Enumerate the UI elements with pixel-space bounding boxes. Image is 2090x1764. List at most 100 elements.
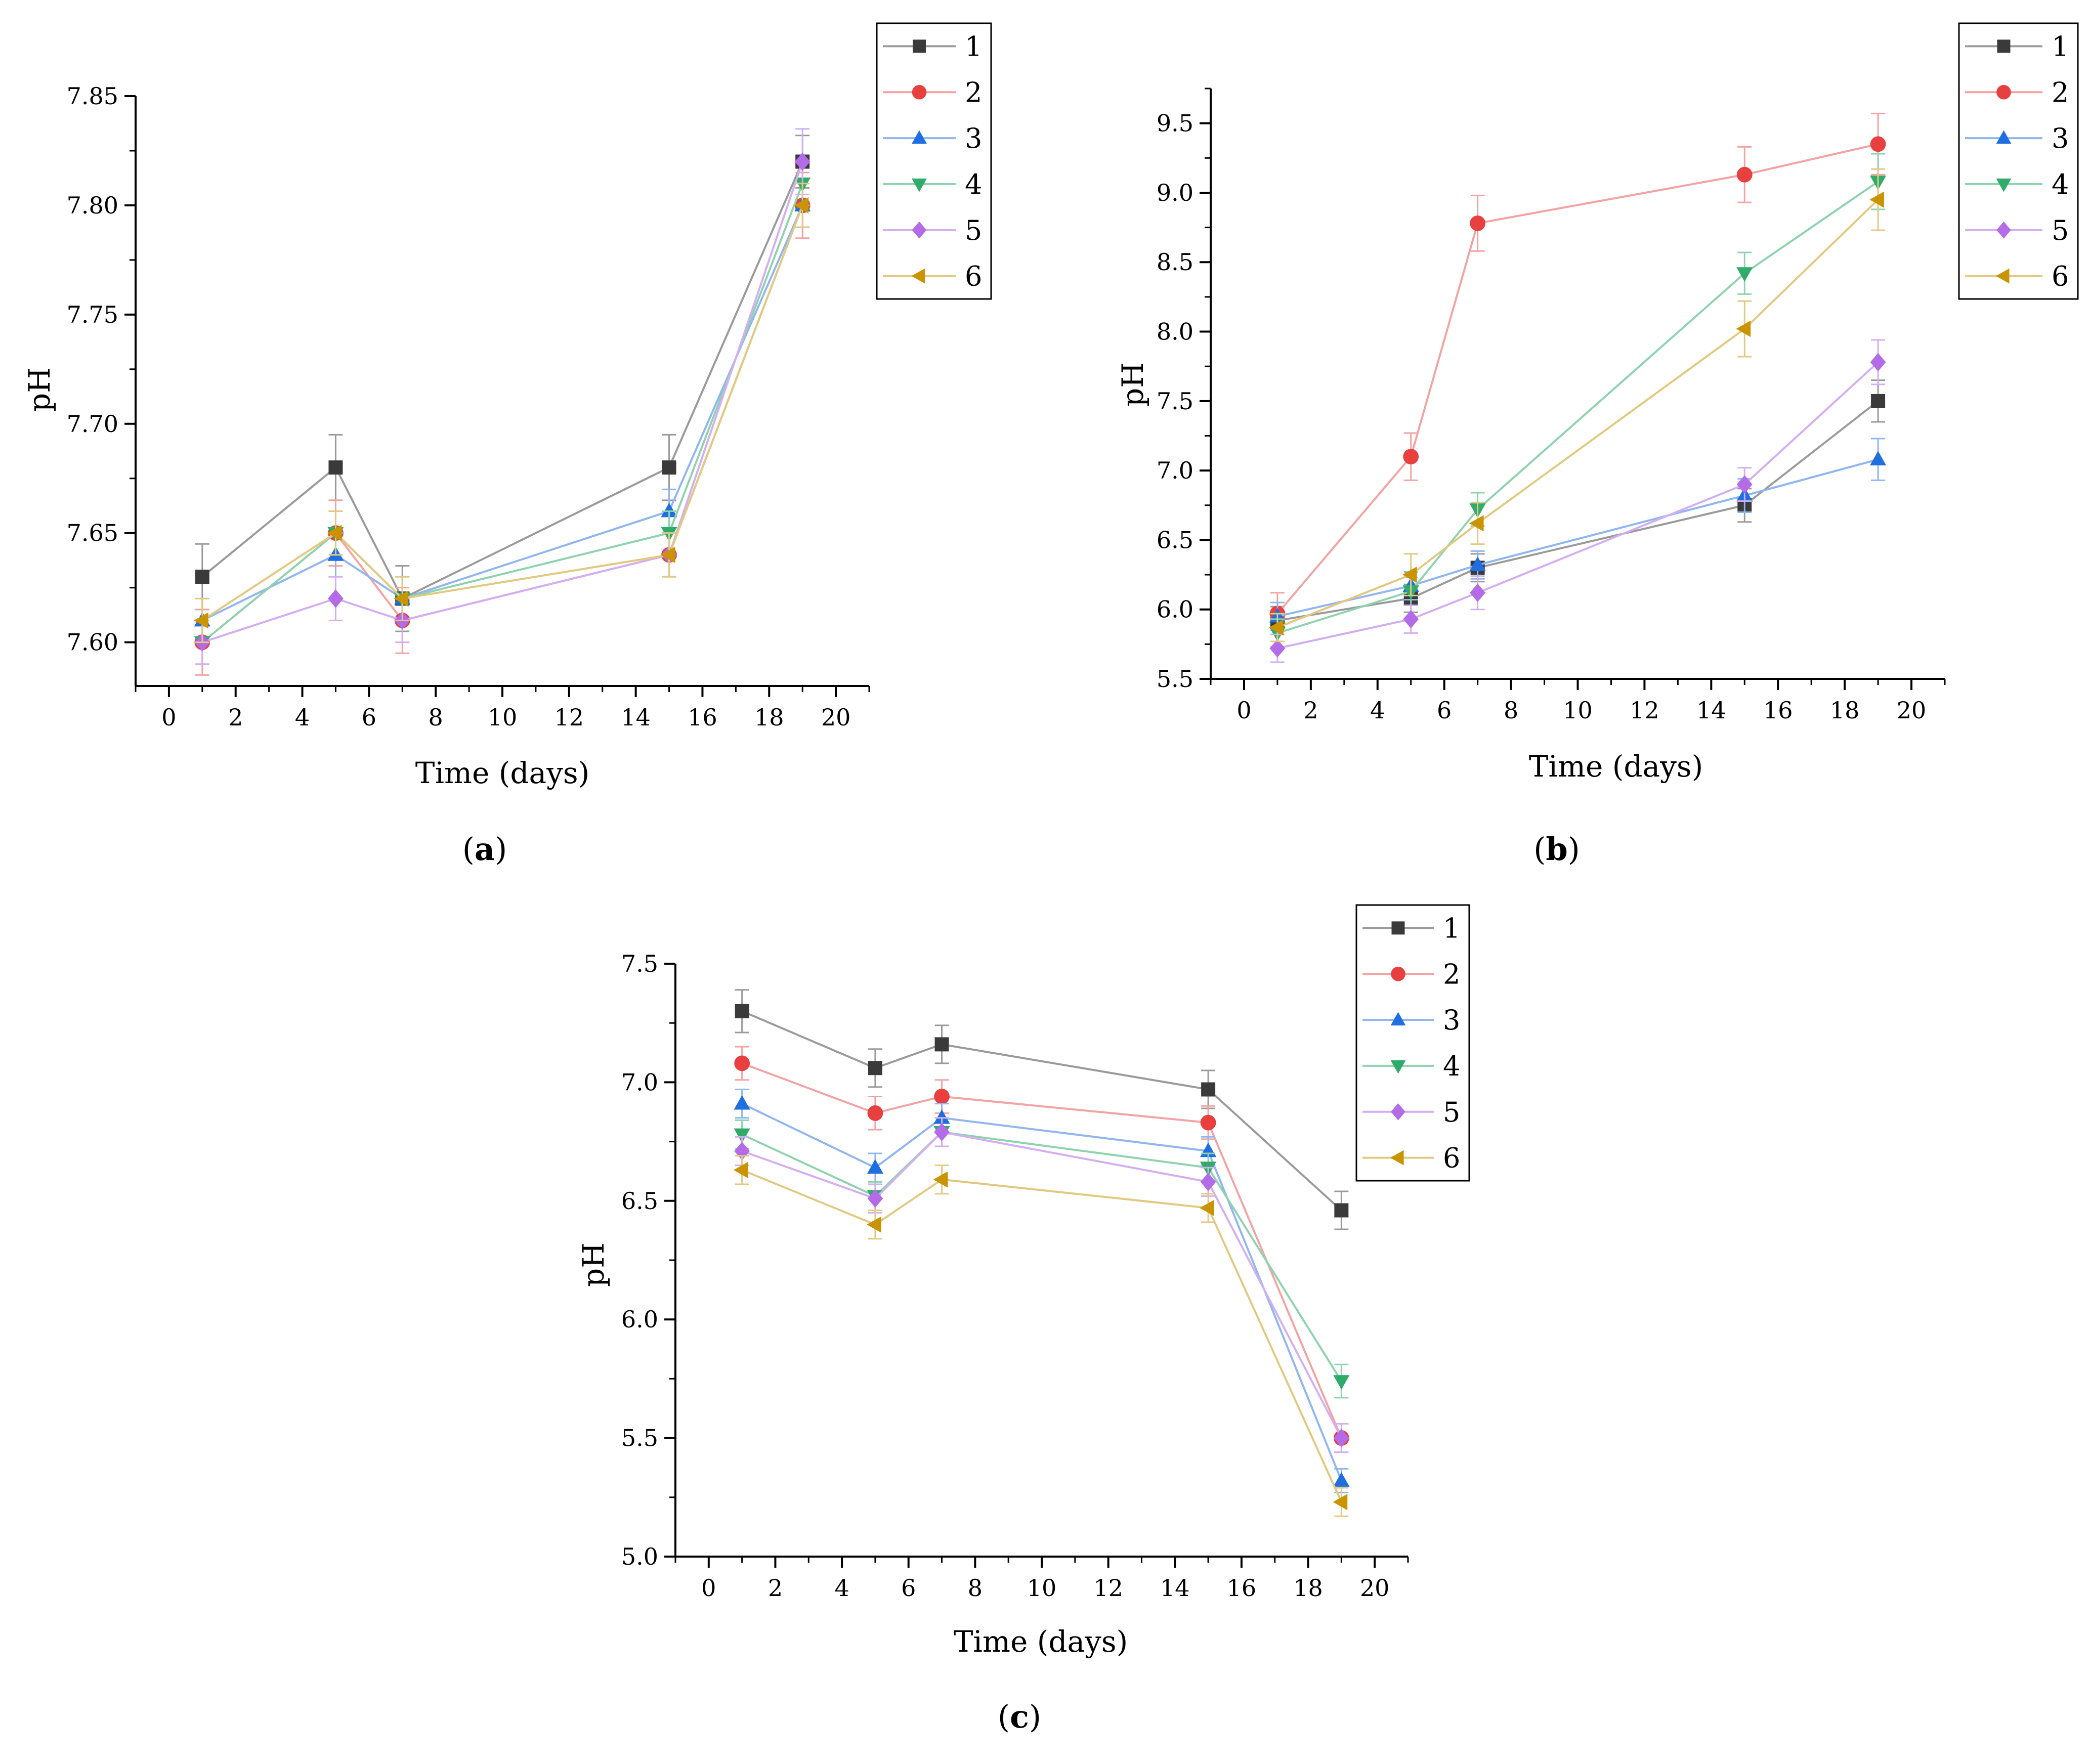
data-point — [1333, 1494, 1348, 1511]
x-tick-label: 16 — [1227, 1574, 1257, 1602]
x-tick-label: 2 — [1303, 697, 1318, 724]
x-tick-label: 20 — [821, 704, 851, 731]
legend-box — [1355, 904, 1470, 1182]
data-point — [1269, 639, 1286, 658]
data-point — [1201, 1082, 1216, 1097]
data-point — [1402, 566, 1417, 583]
series-line — [1277, 181, 1879, 634]
y-tick-label: 7.0 — [621, 1068, 658, 1096]
legend-marker — [1390, 1060, 1406, 1074]
legend-item-4: 4 — [1965, 168, 2069, 200]
series-line — [741, 1131, 1343, 1439]
series-line — [741, 1062, 1343, 1439]
legend-label: 6 — [1443, 1142, 1460, 1174]
x-tick-label: 16 — [1763, 697, 1793, 724]
legend-item-3: 3 — [1362, 1004, 1460, 1036]
caption-close-paren: ) — [495, 831, 507, 868]
data-point — [734, 1055, 750, 1071]
data-point — [1200, 1114, 1216, 1131]
panel-caption: (a) — [462, 831, 507, 868]
data-point — [867, 1216, 881, 1233]
legend-label: 3 — [1443, 1004, 1460, 1036]
legend-marker — [1996, 84, 2011, 100]
legend-item-5: 5 — [1362, 1096, 1460, 1128]
x-tick-label: 10 — [1027, 1574, 1057, 1602]
x-tick-label: 0 — [161, 704, 176, 731]
chart-panel-a: 0 2 4 6 8 10 12 14 16 18 207.607.657.707.757.807.8… — [22, 22, 992, 868]
y-tick-label: 5.5 — [1157, 665, 1193, 693]
legend-marker — [1996, 130, 2012, 144]
series-line — [741, 1010, 1342, 1212]
caption-open-paren: ( — [1533, 831, 1546, 868]
data-point — [394, 590, 409, 607]
series-2 — [194, 171, 811, 676]
y-tick-label: 7.5 — [621, 950, 658, 977]
legend-marker — [1995, 268, 2010, 284]
data-point — [1200, 1199, 1214, 1216]
caption-letter: b — [1546, 831, 1567, 868]
legend-marker — [1391, 921, 1405, 935]
x-tick-label: 0 — [1236, 697, 1251, 724]
data-point — [794, 152, 811, 171]
x-tick-label: 16 — [688, 704, 717, 731]
y-axis-label: pH — [576, 1242, 611, 1287]
series-6 — [1269, 168, 1886, 642]
series-line — [1277, 199, 1879, 629]
data-point — [867, 1105, 883, 1121]
data-point — [1269, 619, 1284, 636]
data-point — [934, 1123, 950, 1142]
data-point — [328, 589, 344, 608]
legend-label: 6 — [2052, 261, 2069, 292]
data-point — [1870, 136, 1886, 152]
x-tick-label: 10 — [1563, 697, 1593, 724]
legend-marker — [1391, 966, 1405, 981]
legend-label: 4 — [2052, 168, 2069, 200]
legend-label: 2 — [2052, 76, 2069, 108]
data-point — [328, 460, 343, 475]
data-point — [1333, 1429, 1349, 1447]
data-point — [735, 1004, 749, 1018]
data-point — [794, 197, 809, 214]
y-tick-label: 7.75 — [67, 301, 118, 328]
legend-item-4: 4 — [1362, 1050, 1460, 1082]
x-tick-label: 4 — [1370, 697, 1385, 724]
legend-marker — [911, 268, 925, 284]
data-point — [933, 1171, 948, 1188]
legend: 1 2 3 4 5 6 — [876, 22, 992, 300]
legend-label: 3 — [2052, 122, 2069, 154]
legend-marker — [1390, 1150, 1404, 1166]
series-1 — [195, 135, 810, 632]
x-axis-label: Time (days) — [954, 1624, 1128, 1659]
y-tick-label: 6.0 — [1157, 596, 1193, 623]
legend: 1 2 3 4 5 6 — [1958, 22, 2079, 300]
data-point — [1469, 515, 1484, 532]
legend-label: 1 — [1443, 912, 1460, 944]
series-2 — [734, 1046, 1349, 1453]
x-tick-label: 6 — [901, 1574, 916, 1602]
series-2 — [1269, 112, 1886, 635]
series-line — [741, 1102, 1343, 1481]
data-point — [1470, 215, 1486, 231]
legend-item-6: 6 — [883, 261, 982, 292]
series-line — [202, 161, 804, 643]
data-point — [1403, 610, 1419, 629]
legend-label: 1 — [2052, 30, 2069, 62]
y-tick-label: 9.5 — [1157, 110, 1193, 137]
panel-caption: (b) — [1533, 831, 1580, 868]
x-tick-label: 8 — [429, 704, 443, 731]
legend-item-2: 2 — [1362, 958, 1460, 990]
x-tick-label: 4 — [834, 1574, 849, 1602]
x-tick-label: 4 — [295, 704, 310, 731]
legend-item-6: 6 — [1965, 261, 2069, 292]
y-tick-label: 7.60 — [67, 629, 118, 656]
data-point — [734, 1142, 750, 1160]
x-tick-label: 6 — [1437, 697, 1452, 724]
legend-marker — [912, 221, 927, 239]
caption-letter: a — [475, 831, 495, 868]
data-point — [1469, 556, 1486, 571]
x-tick-label: 14 — [621, 704, 651, 731]
data-point — [1470, 583, 1486, 602]
x-tick-label: 10 — [488, 704, 518, 731]
y-tick-label: 5.5 — [621, 1425, 658, 1452]
data-point — [1736, 267, 1753, 282]
